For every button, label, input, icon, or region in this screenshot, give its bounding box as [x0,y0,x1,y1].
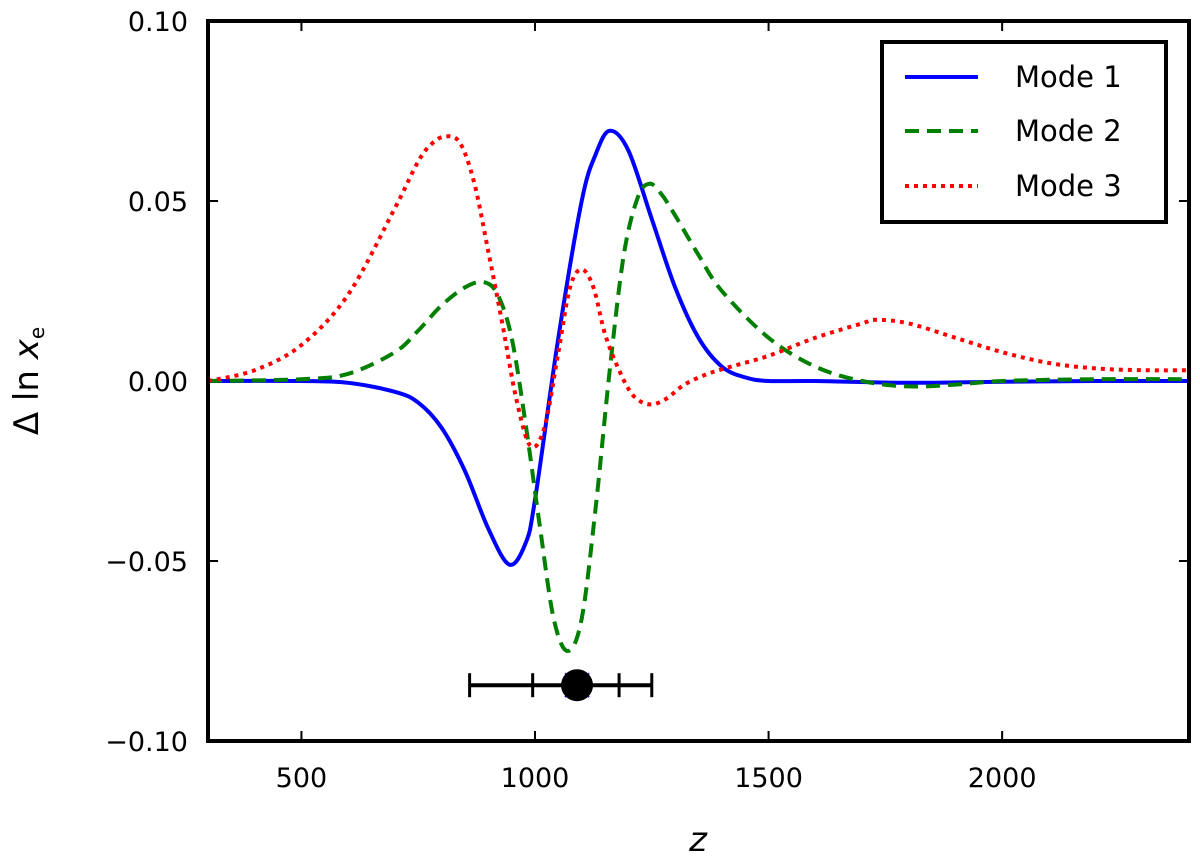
y-tick-label: 0.00 [128,367,188,398]
legend-label-mode-3: Mode 3 [1015,169,1122,203]
error-bar [468,669,654,702]
y-tick-label: 0.10 [128,7,188,38]
plot-frame [206,19,1191,743]
y-tick-label: −0.05 [105,547,188,578]
y-tick-labels: −0.10 −0.05 0.00 0.05 0.10 [105,7,188,758]
y-tick-label: −0.10 [105,727,188,758]
series-layer [207,128,1190,653]
series-line-mode-3 [207,134,1190,450]
legend-label-mode-2: Mode 2 [1015,114,1122,148]
x-tick-label: 500 [276,763,328,794]
series-line-mode-2 [207,181,1190,653]
x-tick-label: 1000 [501,763,570,794]
x-axis-label: z [688,820,708,860]
error-bar-marker [561,669,594,702]
x-tick-label: 1500 [734,763,803,794]
series-line-mode-1 [207,128,1190,567]
x-tick-label: 2000 [968,763,1037,794]
legend-label-mode-1: Mode 1 [1015,60,1122,94]
x-tick-labels: 500 1000 1500 2000 [276,763,1037,794]
y-axis-label: Δ ln xe [7,327,49,435]
legend: Mode 1 Mode 2 Mode 3 [880,40,1168,224]
y-tick-label: 0.05 [128,187,188,218]
